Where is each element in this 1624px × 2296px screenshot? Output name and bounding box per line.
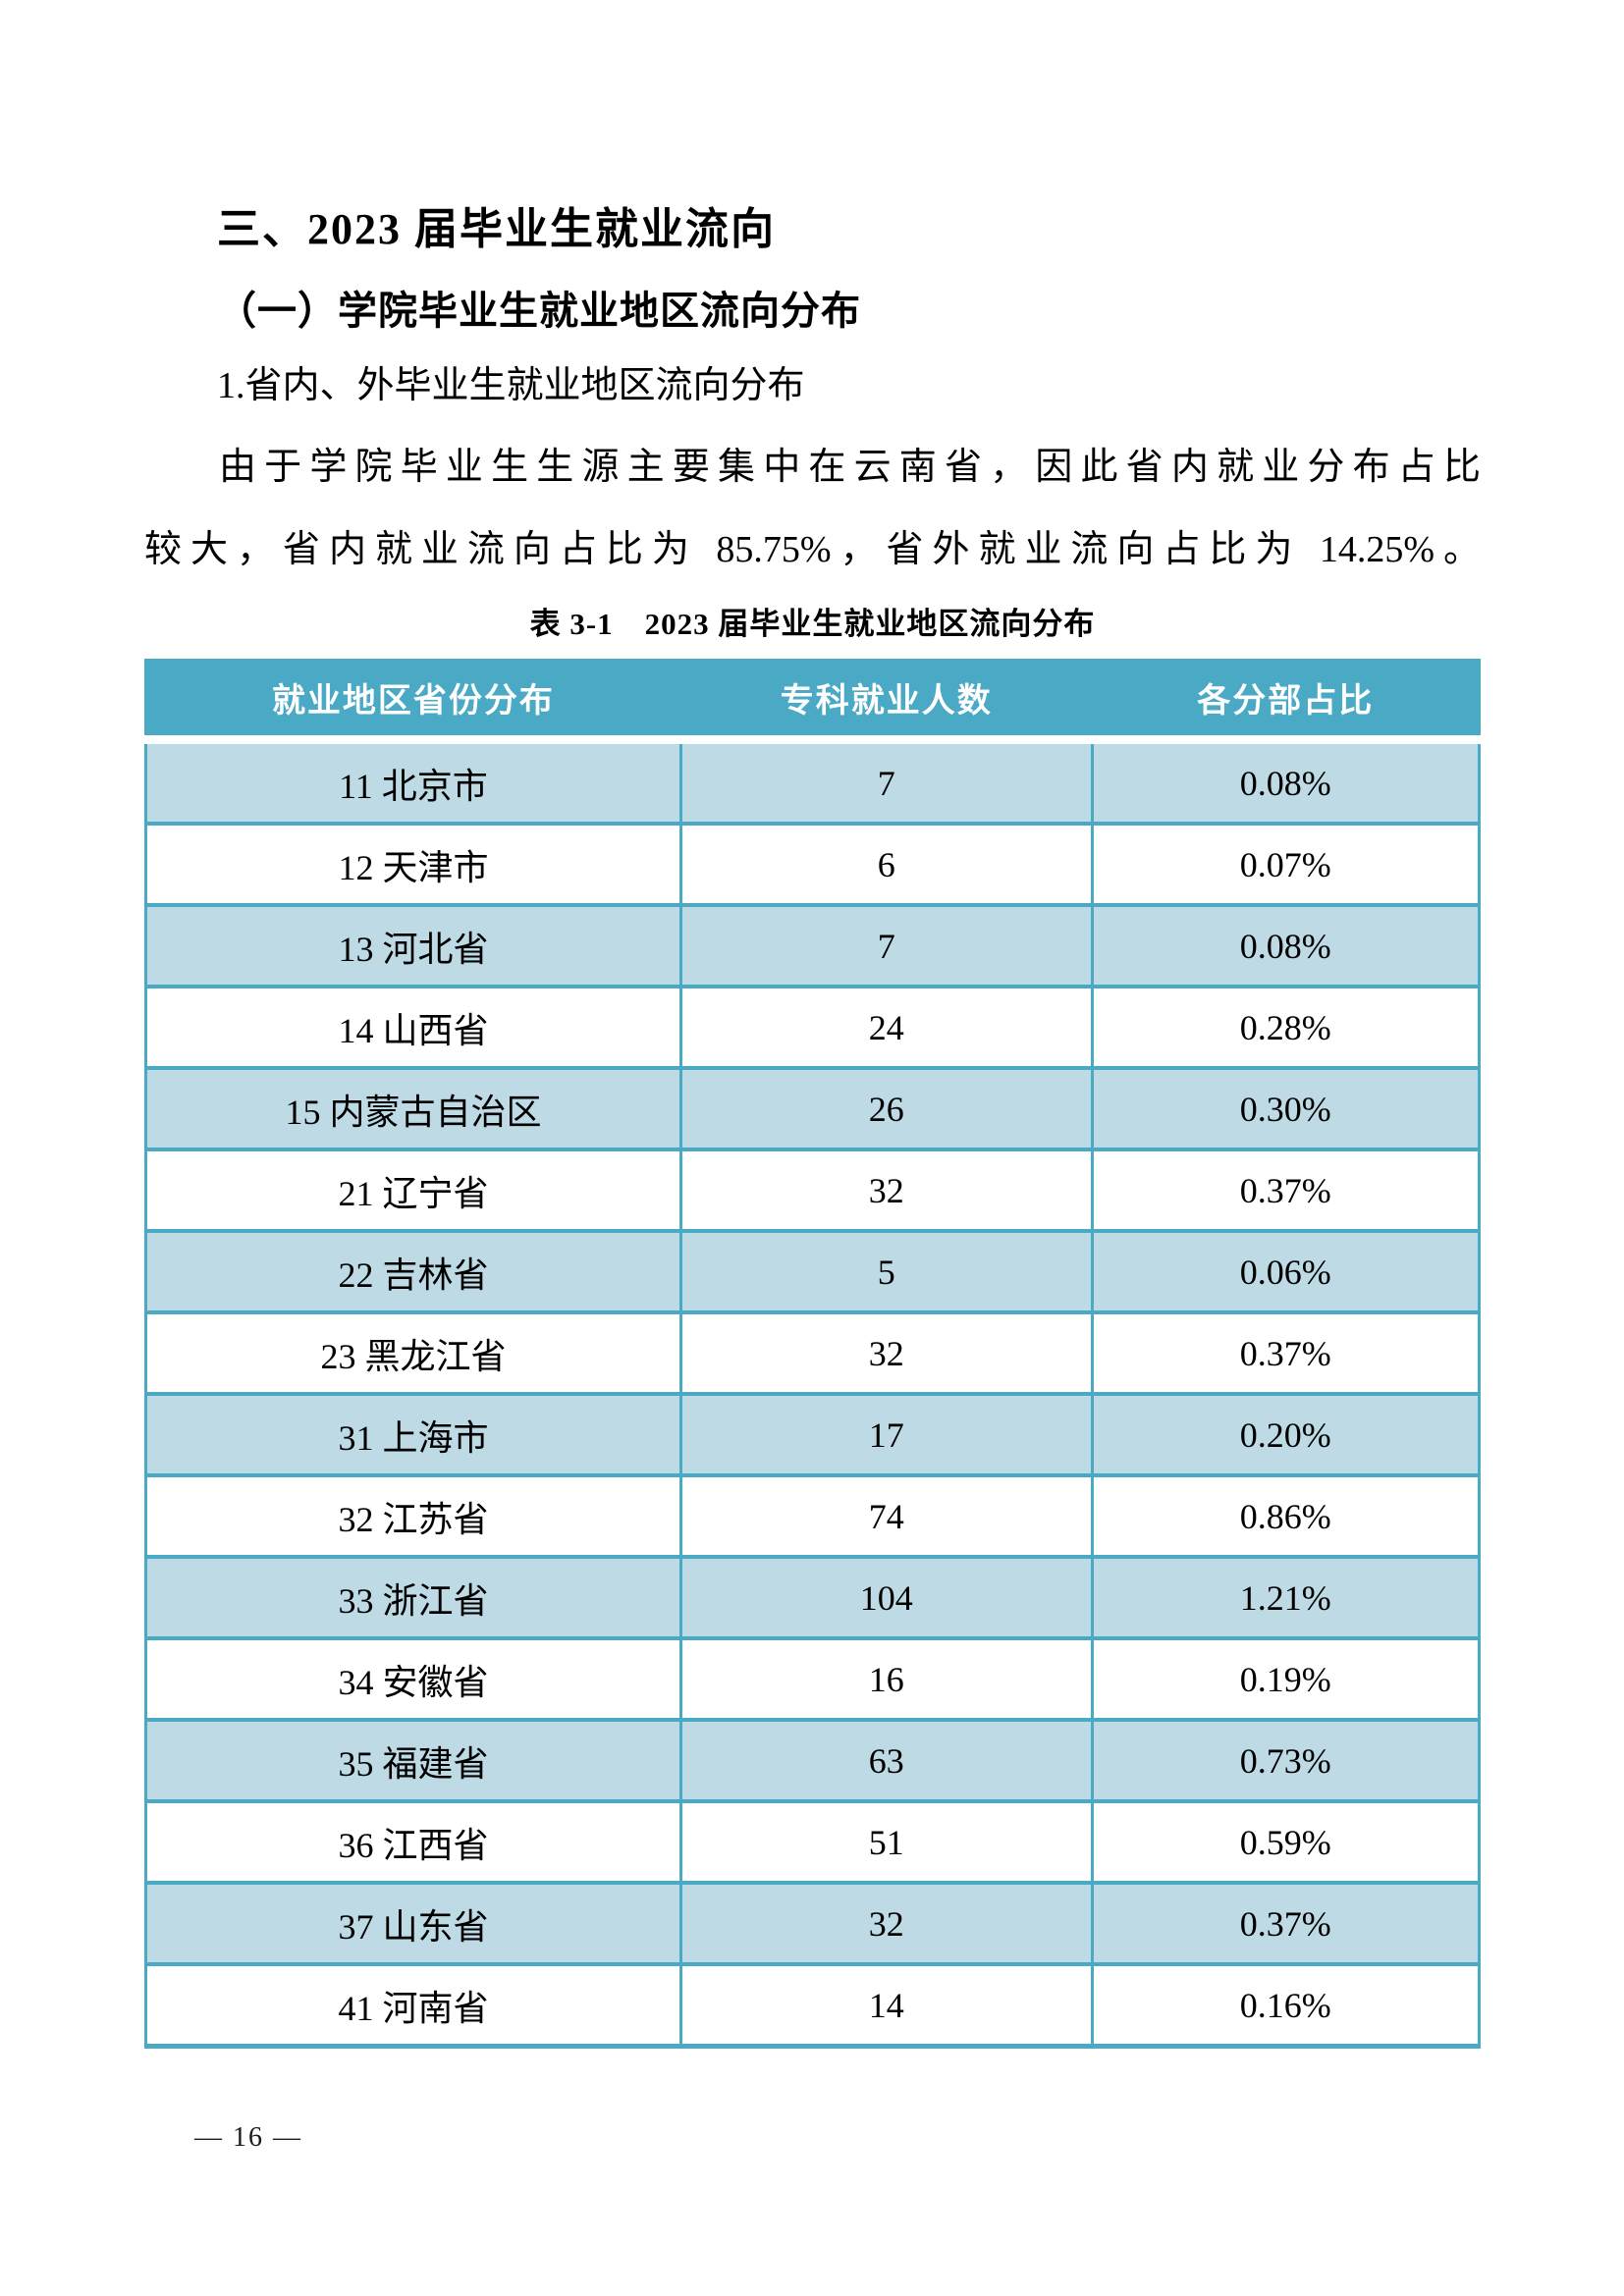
table-cell: 0.20% xyxy=(1090,1392,1482,1478)
table-cell: 32 xyxy=(678,1881,1094,1967)
table-row: 21 辽宁省 32 0.37% xyxy=(144,1148,1482,1234)
table-body: 11 北京市 7 0.08% 12 天津市 6 0.07% 13 河北省 7 0.08% 14 山… xyxy=(144,737,1482,2050)
table-cell: 35 福建省 xyxy=(144,1718,682,1804)
table-row: 22 吉林省 5 0.06% xyxy=(144,1229,1482,1315)
table-cell: 0.37% xyxy=(1090,1881,1482,1967)
table-cell: 7 xyxy=(678,737,1094,827)
table-cell: 12 天津市 xyxy=(144,822,682,908)
table-cell: 0.86% xyxy=(1090,1473,1482,1560)
body-paragraph: 由于学院毕业生生源主要集中在云南省，因此省内就业分布占比 较大，省内就业流向占比… xyxy=(144,426,1481,591)
table-row: 35 福建省 63 0.73% xyxy=(144,1718,1482,1804)
table-cell: 104 xyxy=(678,1555,1094,1641)
table-cell: 13 河北省 xyxy=(144,903,682,989)
table-cell: 24 xyxy=(678,985,1094,1071)
table-cell: 0.08% xyxy=(1090,737,1482,827)
table-cell: 15 内蒙古自治区 xyxy=(144,1066,682,1152)
page-number: — 16 — xyxy=(194,2122,302,2153)
table-cell: 14 xyxy=(678,1962,1094,2050)
table-row: 11 北京市 7 0.08% xyxy=(144,737,1482,827)
table-cell: 37 山东省 xyxy=(144,1881,682,1967)
table-cell: 0.07% xyxy=(1090,822,1482,908)
table-cell: 21 辽宁省 xyxy=(144,1148,682,1234)
table-cell: 51 xyxy=(678,1799,1094,1886)
table-row: 37 山东省 32 0.37% xyxy=(144,1881,1482,1967)
table-row: 34 安徽省 16 0.19% xyxy=(144,1636,1482,1723)
table-cell: 11 北京市 xyxy=(144,737,682,827)
table-cell: 26 xyxy=(678,1066,1094,1152)
subsubsection-heading: 1.省内、外毕业生就业地区流向分布 xyxy=(217,365,805,406)
table-cell: 32 xyxy=(678,1310,1094,1397)
table-cell: 41 河南省 xyxy=(144,1962,682,2050)
table-cell: 23 黑龙江省 xyxy=(144,1310,682,1397)
table-cell: 5 xyxy=(678,1229,1094,1315)
table-cell: 16 xyxy=(678,1636,1094,1723)
table-cell: 0.28% xyxy=(1090,985,1482,1071)
table-cell: 74 xyxy=(678,1473,1094,1560)
paragraph-line-1: 由于学院毕业生生源主要集中在云南省，因此省内就业分布占比 xyxy=(219,447,1481,489)
table-cell: 0.19% xyxy=(1090,1636,1482,1723)
table-cell: 0.08% xyxy=(1090,903,1482,989)
table-cell: 7 xyxy=(678,903,1094,989)
subsection-heading: （一）学院毕业生就业地区流向分布 xyxy=(217,289,861,333)
table-head: 就业地区省份分布 专科就业人数 各分部占比 xyxy=(144,659,1482,745)
table-cell: 36 江西省 xyxy=(144,1799,682,1886)
table-row: 15 内蒙古自治区 26 0.30% xyxy=(144,1066,1482,1152)
table-caption: 表 3-1 2023 届毕业生就业地区流向分布 xyxy=(529,607,1096,642)
table-row: 13 河北省 7 0.08% xyxy=(144,903,1482,989)
table-row: 23 黑龙江省 32 0.37% xyxy=(144,1310,1482,1397)
table-cell: 14 山西省 xyxy=(144,985,682,1071)
table-cell: 0.37% xyxy=(1090,1310,1482,1397)
paragraph-line-2: 较大，省内就业流向占比为 85.75%，省外就业流向占比为 14.25%。 xyxy=(144,529,1481,571)
table-row: 32 江苏省 74 0.86% xyxy=(144,1473,1482,1560)
section-heading: 三、2023 届毕业生就业流向 xyxy=(217,205,776,253)
table-cell: 0.30% xyxy=(1090,1066,1482,1152)
table-cell: 17 xyxy=(678,1392,1094,1478)
table-cell: 0.06% xyxy=(1090,1229,1482,1315)
employment-region-table: 就业地区省份分布 专科就业人数 各分部占比 11 北京市 7 0.08% 12 天津市 6 0… xyxy=(144,659,1482,2050)
table-cell: 1.21% xyxy=(1090,1555,1482,1641)
table-row: 33 浙江省 104 1.21% xyxy=(144,1555,1482,1641)
table-cell: 33 浙江省 xyxy=(144,1555,682,1641)
table-cell: 32 江苏省 xyxy=(144,1473,682,1560)
table-row: 12 天津市 6 0.07% xyxy=(144,822,1482,908)
table-cell: 34 安徽省 xyxy=(144,1636,682,1723)
table-cell: 31 上海市 xyxy=(144,1392,682,1478)
table-row: 36 江西省 51 0.59% xyxy=(144,1799,1482,1886)
table-cell: 0.16% xyxy=(1090,1962,1482,2050)
table-header-cell: 各分部占比 xyxy=(1090,659,1482,745)
table-cell: 0.59% xyxy=(1090,1799,1482,1886)
table-cell: 6 xyxy=(678,822,1094,908)
page-content: 三、2023 届毕业生就业流向 （一）学院毕业生就业地区流向分布 1.省内、外毕… xyxy=(144,0,1482,2050)
table-row: 31 上海市 17 0.20% xyxy=(144,1392,1482,1478)
table-cell: 63 xyxy=(678,1718,1094,1804)
table-cell: 0.73% xyxy=(1090,1718,1482,1804)
table-cell: 0.37% xyxy=(1090,1148,1482,1234)
table-cell: 22 吉林省 xyxy=(144,1229,682,1315)
table-cell: 32 xyxy=(678,1148,1094,1234)
table-row: 41 河南省 14 0.16% xyxy=(144,1962,1482,2050)
table-row: 14 山西省 24 0.28% xyxy=(144,985,1482,1071)
table-header-cell: 就业地区省份分布 xyxy=(144,659,682,745)
table-header-row: 就业地区省份分布 专科就业人数 各分部占比 xyxy=(144,659,1482,745)
table-header-cell: 专科就业人数 xyxy=(678,659,1094,745)
